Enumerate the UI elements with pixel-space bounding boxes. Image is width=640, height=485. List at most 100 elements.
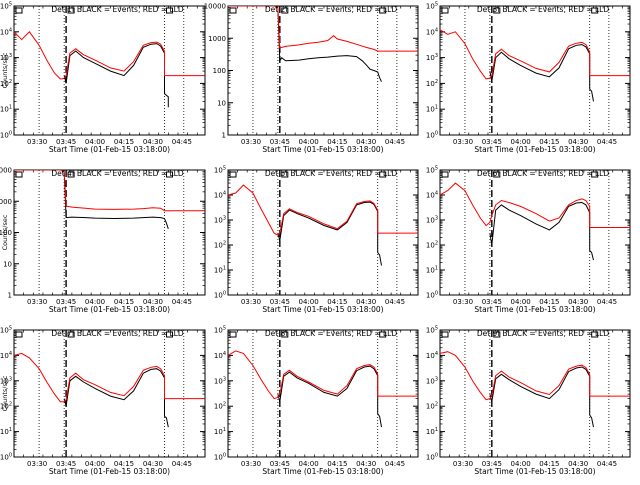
x-tick-label: 04:00 — [511, 298, 531, 306]
x-tick-label: 03:45 — [56, 460, 76, 468]
corner-marker — [281, 331, 289, 338]
y-tick-label: 100 — [214, 291, 226, 300]
y-tick-label: 10 — [3, 260, 12, 268]
x-tick-label: 04:15 — [114, 298, 134, 306]
y-tick-label: 103 — [426, 53, 438, 62]
corner-marker — [379, 7, 387, 14]
y-tick-label: 105 — [426, 326, 438, 335]
x-tick-label: 04:30 — [356, 298, 376, 306]
chart-panel-9: 100 101 102 103 104 105 03:30 03:45 04:00 04:15 04… — [426, 326, 631, 476]
y-tick-label: 105 — [426, 166, 438, 175]
series-line-lld — [440, 182, 630, 228]
corner-marker — [493, 7, 501, 14]
x-tick-label: 04:45 — [172, 298, 192, 306]
x-tick-label: 04:45 — [597, 298, 617, 306]
y-tick-label: 1000 — [0, 198, 12, 206]
plot-frame — [227, 169, 419, 296]
series-line-events — [277, 365, 382, 428]
x-tick-label: 04:30 — [568, 298, 588, 306]
series-line-lld — [228, 350, 418, 400]
x-tick-label: 04:45 — [385, 138, 405, 146]
x-tick-label: 04:15 — [539, 138, 559, 146]
x-axis-label: Start Time (01-Feb-15 03:18:00) — [49, 145, 170, 154]
y-tick-label: 100 — [213, 67, 226, 75]
series-line-lld — [440, 351, 630, 401]
plot-frame — [13, 169, 206, 296]
plot-frame — [13, 5, 206, 136]
x-tick-label: 03:45 — [482, 138, 502, 146]
y-tick-label: 10000 — [0, 167, 12, 175]
x-tick-label: 04:45 — [597, 138, 617, 146]
plot-frame — [227, 329, 419, 458]
y-tick-label: 101 — [0, 105, 12, 114]
corner-marker — [15, 171, 23, 178]
x-tick-label: 04:15 — [114, 460, 134, 468]
y-tick-label: 103 — [0, 53, 12, 62]
plot-frame — [439, 5, 631, 136]
x-tick-label: 04:45 — [172, 460, 192, 468]
chart-title: Det 1f BLACK = Events, RED = LLD — [51, 5, 184, 14]
x-axis-label: Start Time (01-Feb-15 03:18:00) — [474, 305, 595, 314]
y-tick-label: 103 — [214, 376, 226, 385]
corner-marker — [441, 7, 449, 14]
chart-panel-8: 100 101 102 103 104 105 03:30 03:45 04:00 04:15 04… — [214, 326, 419, 476]
corner-marker — [15, 331, 23, 338]
chart-title: Det 8f BLACK = Events, RED = LLD — [265, 329, 398, 338]
x-tick-label: 03:30 — [453, 138, 473, 146]
corner-marker — [441, 331, 449, 338]
x-tick-label: 04:00 — [511, 460, 531, 468]
y-tick-label: 1 — [8, 292, 12, 300]
corner-marker — [281, 171, 289, 178]
chart-panel-1: 100 101 102 103 104 105 03:30 03:45 04:00 04:15 04… — [0, 2, 206, 154]
x-tick-label: 04:30 — [568, 460, 588, 468]
x-tick-label: 04:15 — [114, 138, 134, 146]
y-tick-label: 100 — [426, 453, 438, 462]
series-line-lld — [228, 184, 418, 236]
x-tick-label: 03:45 — [270, 298, 290, 306]
y-axis-label: Counts/sec — [1, 375, 9, 411]
series-line-lld — [440, 29, 630, 80]
y-tick-label: 101 — [426, 105, 438, 114]
corner-marker — [441, 171, 449, 178]
corner-marker — [591, 171, 599, 178]
corner-marker — [281, 7, 289, 14]
x-tick-label: 03:30 — [453, 460, 473, 468]
corner-marker — [493, 171, 501, 178]
corner-marker — [591, 7, 599, 14]
x-tick-label: 04:30 — [143, 138, 163, 146]
series-line-events — [63, 368, 169, 428]
series-line-events — [63, 172, 169, 230]
series-line-lld — [14, 352, 205, 403]
y-tick-label: 103 — [0, 376, 12, 385]
x-tick-label: 04:15 — [539, 298, 559, 306]
y-tick-label: 105 — [214, 326, 226, 335]
corner-marker — [229, 331, 237, 338]
chart-title: Det 7f BLACK = Events, RED = LLD — [51, 329, 184, 338]
corner-marker — [493, 331, 501, 338]
y-tick-label: 102 — [426, 241, 438, 250]
y-tick-label: 101 — [426, 427, 438, 436]
y-tick-label: 10 — [217, 99, 226, 107]
x-tick-label: 04:30 — [143, 460, 163, 468]
y-tick-label: 102 — [426, 402, 438, 411]
y-tick-label: 100 — [426, 131, 438, 140]
chart-panel-7: 100 101 102 103 104 105 03:30 03:45 04:00 04:15 04… — [0, 326, 206, 476]
y-tick-label: 104 — [214, 191, 226, 200]
x-tick-label: 04:00 — [85, 138, 105, 146]
chart-title: Det 9f BLACK = Events, RED = LLD — [477, 329, 610, 338]
corner-marker — [379, 331, 387, 338]
x-tick-label: 03:45 — [56, 138, 76, 146]
x-tick-label: 03:45 — [270, 460, 290, 468]
chart-title: Det 2f BLACK = Events, RED = LLD — [265, 5, 398, 14]
y-tick-label: 100 — [0, 453, 12, 462]
chart-panel-2: 1 10 100 1000 10000 03:30 03:45 04:00 04:15 04:30… — [204, 3, 419, 154]
y-tick-label: 102 — [0, 402, 12, 411]
corner-marker — [229, 7, 237, 14]
x-tick-label: 04:00 — [85, 460, 105, 468]
x-tick-label: 04:45 — [385, 298, 405, 306]
x-axis-label: Start Time (01-Feb-15 03:18:00) — [49, 305, 170, 314]
y-tick-label: 100 — [0, 229, 12, 237]
x-tick-label: 04:45 — [385, 460, 405, 468]
series-line-events — [63, 43, 169, 108]
